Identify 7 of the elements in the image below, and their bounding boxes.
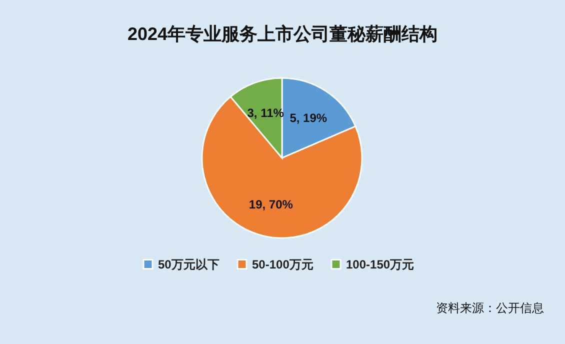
legend-label: 100-150万元 bbox=[346, 257, 414, 272]
chart-title: 2024年专业服务上市公司董秘薪酬结构 bbox=[127, 24, 438, 44]
legend-label: 50-100万元 bbox=[252, 257, 314, 272]
legend-label: 50万元以下 bbox=[158, 257, 220, 272]
text: 资料来源：公开信息 bbox=[436, 301, 544, 315]
data-label: 19, 70% bbox=[248, 198, 294, 212]
data-label: 5, 19% bbox=[290, 110, 328, 125]
